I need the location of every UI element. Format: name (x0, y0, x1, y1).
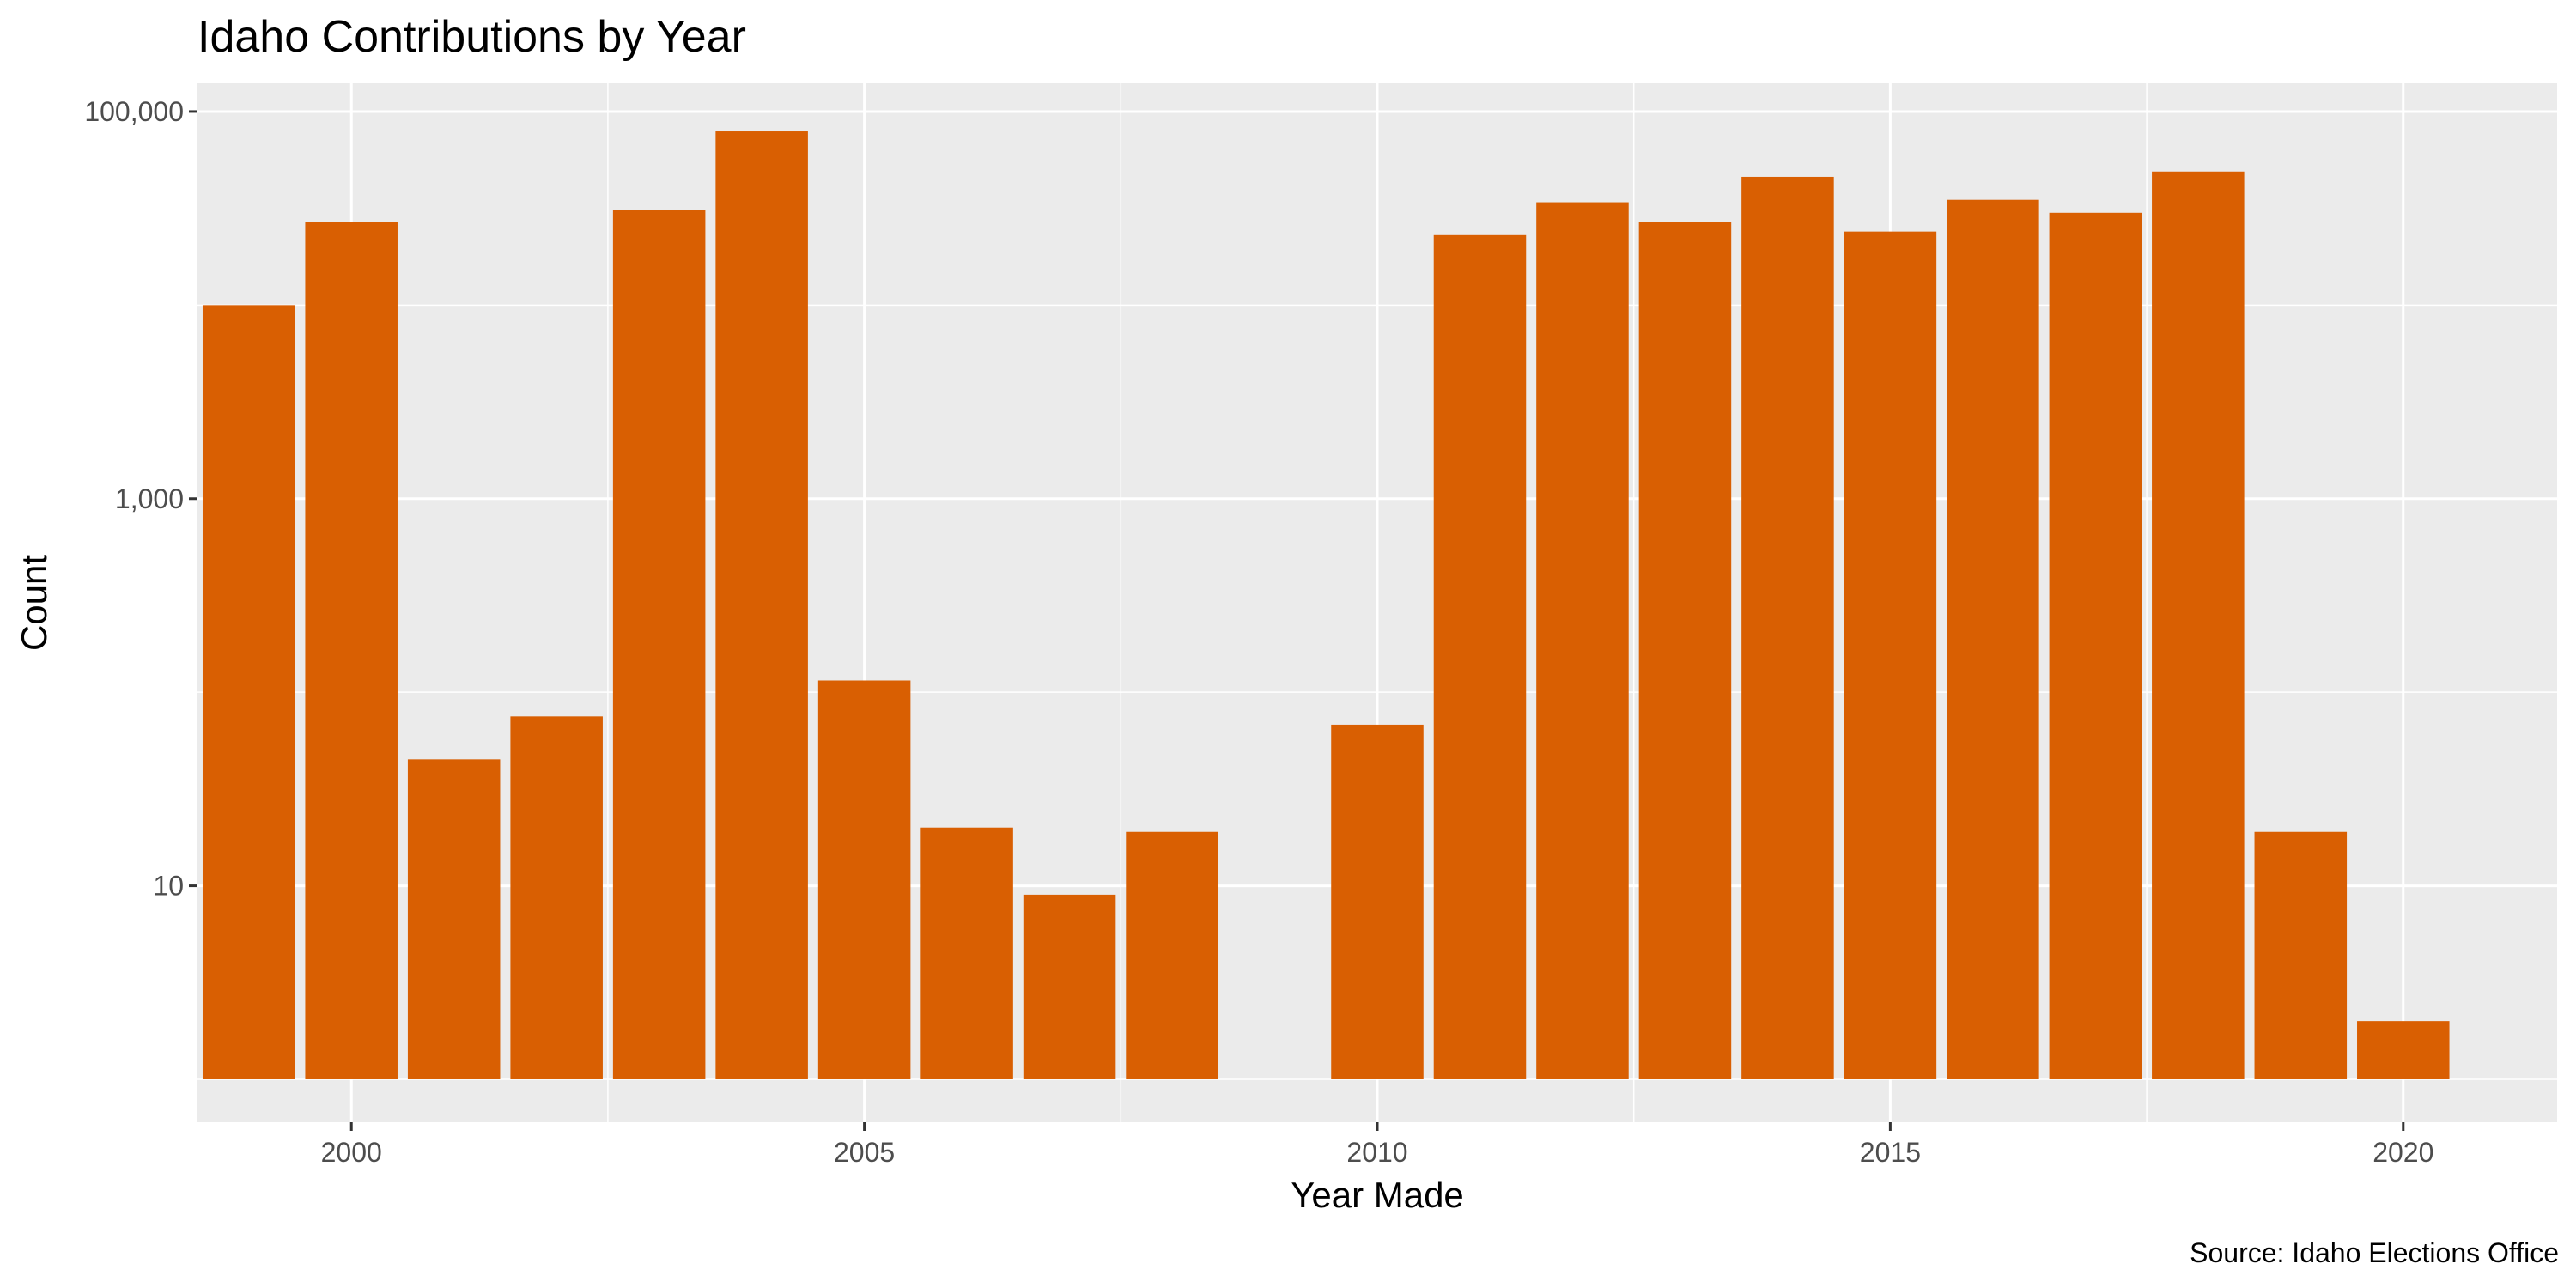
y-axis-tick-labels: 10 1,000 100,000 (84, 96, 184, 902)
chart-title: Idaho Contributions by Year (197, 12, 746, 62)
y-tick-label: 1,000 (115, 483, 184, 514)
x-axis-tick-labels: 2000 2005 2010 2015 2020 (321, 1137, 2434, 1168)
y-tick-label: 100,000 (84, 96, 184, 127)
bar-2000 (305, 222, 398, 1079)
bar-2016 (1947, 199, 2039, 1079)
axis-ticks (189, 110, 2405, 1131)
bar-2017 (2049, 212, 2142, 1079)
y-axis-title: Count (14, 555, 54, 651)
bar-2012 (1536, 202, 1629, 1079)
bar-2019 (2254, 831, 2348, 1079)
x-tick-label: 2005 (834, 1137, 895, 1168)
bar-2006 (920, 827, 1013, 1079)
chart-caption: Source: Idaho Elections Office (2190, 1237, 2559, 1268)
bar-2002 (510, 716, 603, 1079)
x-tick-label: 2020 (2372, 1137, 2433, 1168)
bar-2015 (1844, 231, 1937, 1079)
bar-2014 (1741, 176, 1834, 1079)
bar-2010 (1331, 724, 1424, 1079)
bar-2007 (1023, 894, 1116, 1079)
bar-2001 (407, 759, 501, 1079)
bars (202, 131, 2450, 1079)
bar-2020 (2357, 1021, 2450, 1079)
x-axis-title: Year Made (1291, 1175, 1464, 1215)
bar-2003 (612, 210, 706, 1079)
bar-1999 (202, 305, 295, 1079)
x-tick-label: 2015 (1860, 1137, 1921, 1168)
bar-2008 (1126, 831, 1218, 1079)
x-tick-label: 2010 (1346, 1137, 1407, 1168)
y-tick-label: 10 (153, 871, 184, 902)
bar-2013 (1638, 222, 1732, 1079)
bar-2004 (715, 131, 808, 1079)
bar-2011 (1433, 234, 1527, 1079)
bar-2018 (2152, 171, 2245, 1079)
bar-2005 (817, 680, 911, 1079)
x-tick-label: 2000 (321, 1137, 382, 1168)
